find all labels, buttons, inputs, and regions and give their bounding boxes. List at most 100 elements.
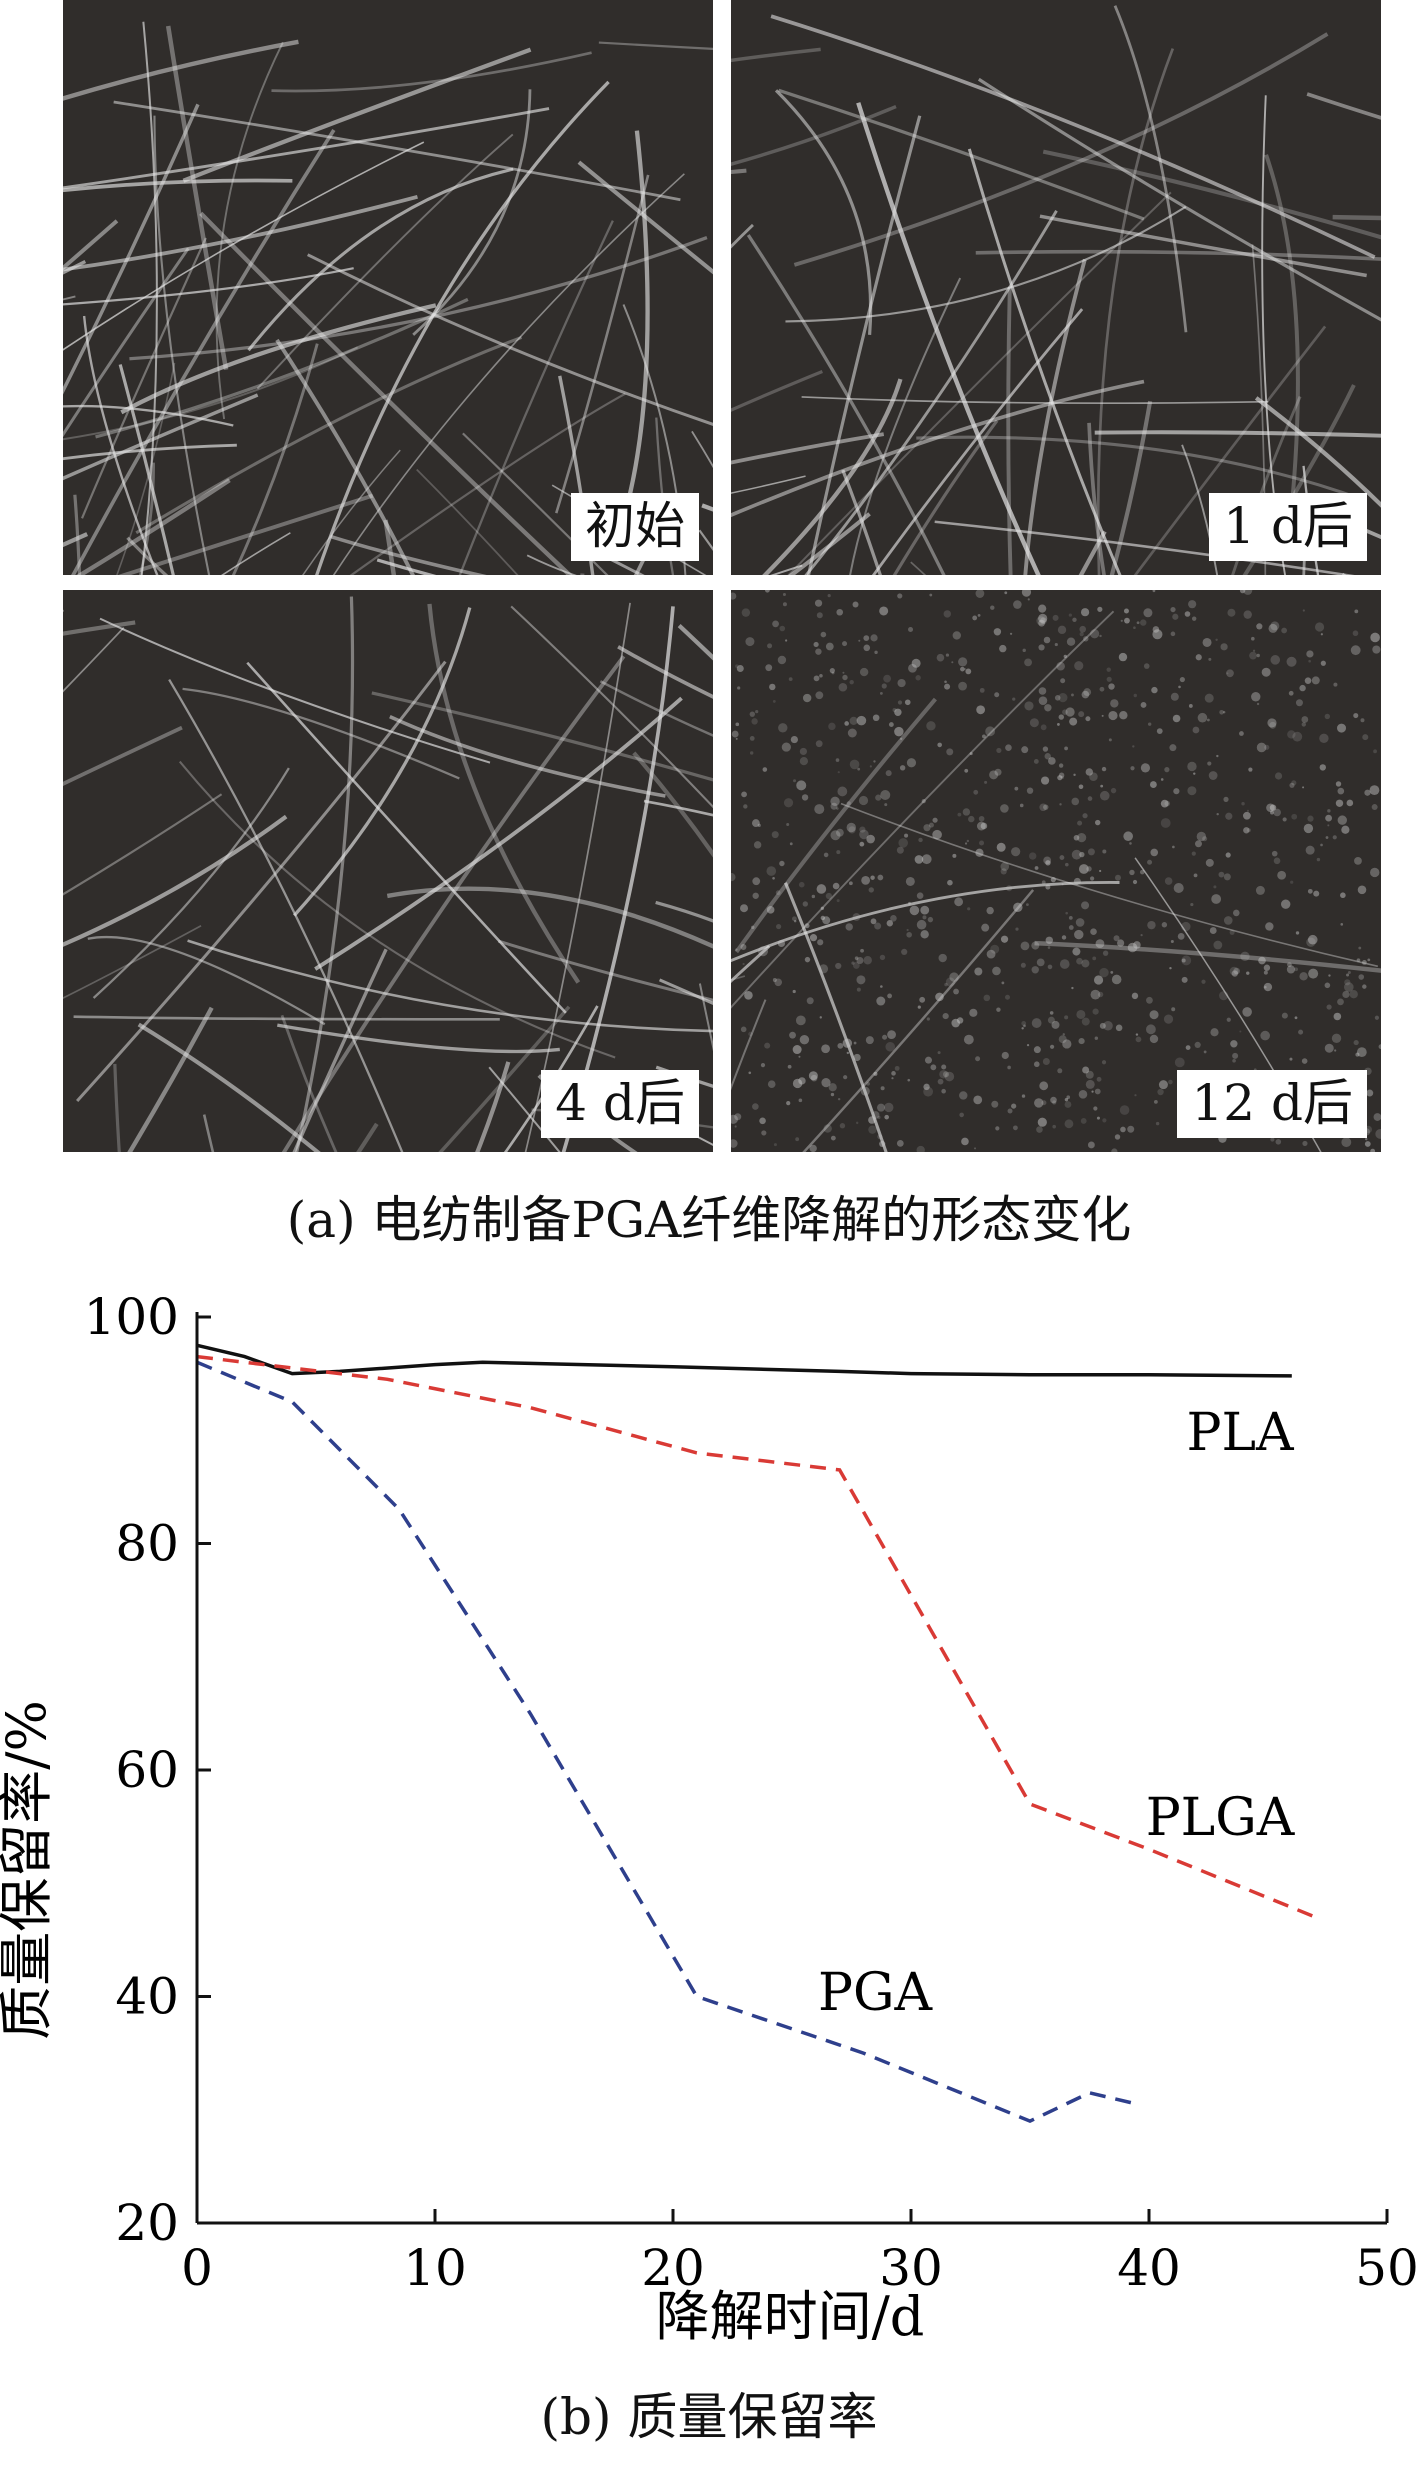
fiber-strand xyxy=(977,77,1381,322)
degraded-fragment xyxy=(1149,781,1157,788)
degraded-fragment xyxy=(737,686,741,690)
degraded-fragment xyxy=(951,661,954,664)
degraded-fragment xyxy=(837,1097,841,1101)
degraded-fragment xyxy=(1057,723,1060,726)
degraded-fragment xyxy=(1172,714,1181,723)
degraded-fragment xyxy=(1335,781,1342,787)
degraded-fragment xyxy=(1000,804,1009,813)
degraded-fragment xyxy=(873,760,876,763)
degraded-fragment xyxy=(1093,975,1104,985)
degraded-fragment xyxy=(1307,934,1318,945)
degraded-fragment xyxy=(1291,780,1297,786)
degraded-fragment xyxy=(1324,713,1331,720)
degraded-fragment xyxy=(1370,867,1380,878)
degraded-fragment xyxy=(1021,1021,1027,1026)
degraded-fragment xyxy=(1065,911,1068,915)
degraded-fragment xyxy=(1367,958,1371,962)
degraded-fragment xyxy=(1120,1126,1126,1133)
degraded-fragment xyxy=(884,1102,894,1113)
fiber-strand xyxy=(458,220,614,575)
degraded-fragment xyxy=(1024,701,1034,711)
degraded-fragment xyxy=(816,884,827,894)
degraded-fragment xyxy=(869,765,872,768)
fiber-strand xyxy=(99,617,491,764)
degraded-fragment xyxy=(792,1078,803,1089)
degraded-fragment xyxy=(1089,772,1098,781)
fiber-strand xyxy=(73,494,82,575)
degraded-fragment xyxy=(792,1045,802,1055)
degraded-fragment xyxy=(749,736,755,741)
degraded-fragment xyxy=(1081,690,1090,699)
degraded-fragment xyxy=(789,1031,796,1039)
degraded-fragment xyxy=(1040,776,1050,785)
degraded-fragment xyxy=(734,1113,742,1121)
degraded-fragment xyxy=(1101,714,1104,717)
degraded-fragment xyxy=(731,1139,738,1148)
degraded-fragment xyxy=(1344,982,1354,992)
plot-lines: PLA PLGA PGA xyxy=(196,1343,1317,2124)
degraded-fragment xyxy=(852,601,859,608)
degraded-fragment xyxy=(1320,660,1326,666)
degraded-fragment xyxy=(735,737,738,740)
degraded-fragment xyxy=(1071,693,1074,697)
degraded-fragment xyxy=(1314,622,1325,632)
degraded-fragment xyxy=(813,641,819,648)
degraded-fragment xyxy=(767,643,773,649)
degraded-fragment xyxy=(1106,676,1112,682)
degraded-fragment xyxy=(1204,693,1214,703)
degraded-fragment xyxy=(731,873,736,882)
degraded-fragment xyxy=(1241,802,1245,806)
degraded-fragment xyxy=(1260,1030,1270,1041)
degraded-fragment xyxy=(1056,661,1065,671)
y-tick-label: 20 xyxy=(115,2194,179,2252)
degraded-fragment xyxy=(787,1064,792,1069)
degraded-fragment xyxy=(830,802,838,810)
degraded-fragment xyxy=(1147,920,1156,930)
degraded-fragment xyxy=(852,913,861,921)
degraded-fragment xyxy=(1371,804,1378,811)
degraded-fragment xyxy=(1258,956,1266,965)
degraded-fragment xyxy=(1171,1007,1176,1012)
degraded-fragment xyxy=(1129,869,1135,876)
degraded-fragment xyxy=(898,838,909,848)
degraded-fragment xyxy=(777,655,787,665)
degraded-fragment xyxy=(1306,937,1316,947)
degraded-fragment xyxy=(1156,728,1163,735)
y-tick-label: 100 xyxy=(84,1288,179,1346)
fiber-strand xyxy=(1034,940,1381,973)
degraded-fragment xyxy=(748,1071,752,1075)
degraded-fragment xyxy=(964,768,969,773)
degraded-fragment xyxy=(1043,804,1049,810)
fiber-strand xyxy=(199,211,573,575)
fiber-strand xyxy=(168,678,404,1152)
fiber-strand xyxy=(778,88,1145,221)
degraded-fragment xyxy=(885,1041,896,1052)
fiber-strand xyxy=(129,236,708,361)
degraded-fragment xyxy=(1057,775,1063,781)
degraded-fragment xyxy=(1344,979,1351,986)
fiber-strand xyxy=(849,277,962,575)
degraded-fragment xyxy=(1303,823,1314,834)
degraded-fragment xyxy=(1095,819,1101,826)
fiber-strand xyxy=(76,660,447,1103)
degraded-fragment xyxy=(967,907,971,911)
degraded-fragment xyxy=(953,988,959,995)
degraded-fragment xyxy=(1063,654,1068,659)
degraded-fragment xyxy=(836,850,841,855)
degraded-fragment xyxy=(1170,606,1176,613)
degraded-fragment xyxy=(877,1115,881,1119)
degraded-fragment xyxy=(858,795,869,806)
degraded-fragment xyxy=(1170,939,1174,943)
fiber-strand xyxy=(119,493,374,575)
degraded-fragment xyxy=(1150,848,1159,857)
degraded-fragment xyxy=(1085,1070,1094,1079)
micrograph-day12: 12 d后 xyxy=(731,590,1381,1152)
degraded-fragment xyxy=(1226,672,1229,675)
degraded-fragment xyxy=(1005,744,1012,752)
degraded-fragment xyxy=(1160,818,1171,828)
fiber-strand xyxy=(788,512,871,575)
degraded-fragment xyxy=(1354,856,1362,865)
degraded-fragment xyxy=(978,815,985,822)
degraded-fragment xyxy=(1202,836,1208,842)
degraded-fragment xyxy=(830,1092,835,1097)
